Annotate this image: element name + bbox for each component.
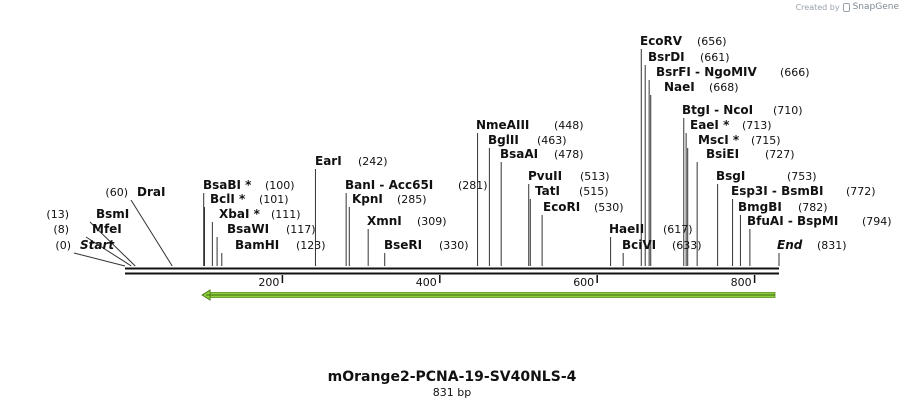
site-position-bglii: (463) bbox=[537, 134, 567, 147]
site-name-bseri: BseRI bbox=[384, 238, 422, 252]
site-name-bsabi: BsaBI * bbox=[203, 178, 252, 192]
site-name-bsiei: BsiEI bbox=[706, 147, 739, 161]
site-position-esp3i-bsmbi: (772) bbox=[846, 185, 876, 198]
site-name-bani-acc65i: BanI - Acc65I bbox=[345, 178, 433, 192]
site-position-eari: (242) bbox=[358, 155, 388, 168]
site-position-bsaai: (478) bbox=[554, 148, 584, 161]
site-name-xmni: XmnI bbox=[367, 214, 402, 228]
site-leader-mfei bbox=[85, 236, 132, 267]
site-name-bsrfi-ngomiv: BsrFI - NgoMIV bbox=[656, 65, 757, 79]
site-name-esp3i-bsmbi: Esp3I - BsmBI bbox=[731, 184, 823, 198]
site-position-btgi-ncoi: (710) bbox=[773, 104, 803, 117]
site-name-bsawi: BsaWI bbox=[227, 222, 269, 236]
sequence-backbone bbox=[125, 267, 779, 275]
site-position-bsrfi-ngomiv: (666) bbox=[780, 66, 810, 79]
site-position-end: (831) bbox=[817, 239, 847, 252]
site-position-haeii: (617) bbox=[663, 223, 693, 236]
site-leader-drai bbox=[130, 199, 173, 267]
site-name-nmeaiii: NmeAIII bbox=[476, 118, 529, 132]
site-position-msci: (715) bbox=[751, 134, 781, 147]
site-name-bfuai-bspmi: BfuAI - BspMI bbox=[747, 214, 838, 228]
site-position-bsmi: (13) bbox=[46, 208, 69, 221]
credit-prefix: Created by bbox=[795, 2, 840, 12]
site-name-naei: NaeI bbox=[664, 80, 695, 94]
site-leader-lines bbox=[73, 49, 780, 267]
site-name-eari: EarI bbox=[315, 154, 342, 168]
credit-brand: SnapGene bbox=[852, 2, 899, 12]
site-name-bcivi: BciVI bbox=[622, 238, 656, 252]
site-name-xbai: XbaI * bbox=[219, 207, 261, 221]
site-position-eaei: (713) bbox=[742, 119, 772, 132]
site-position-bseri: (330) bbox=[439, 239, 469, 252]
site-name-btgi-ncoi: BtgI - NcoI bbox=[682, 103, 753, 117]
site-position-ecori: (530) bbox=[594, 201, 624, 214]
site-name-bsaai: BsaAI bbox=[500, 147, 538, 161]
map-length: 831 bp bbox=[432, 386, 472, 399]
site-position-bcivi: (633) bbox=[672, 239, 702, 252]
site-name-end: End bbox=[777, 238, 803, 252]
site-position-drai: (60) bbox=[105, 186, 128, 199]
snapgene-logo-icon bbox=[842, 2, 850, 12]
site-position-bsiei: (727) bbox=[765, 148, 795, 161]
site-position-nmeaiii: (448) bbox=[554, 119, 584, 132]
site-name-bsgi: BsgI bbox=[716, 169, 745, 183]
site-labels: Start (0) MfeI (8) BsmI (13) DraI (60) BsaBI * (1… bbox=[46, 34, 891, 252]
site-leader-start bbox=[73, 252, 126, 267]
site-name-bmgbi: BmgBI bbox=[738, 200, 782, 214]
site-position-bfuai-bspmi: (794) bbox=[862, 215, 892, 228]
ruler: 200 400 600 800 bbox=[258, 275, 756, 289]
site-name-drai: DraI bbox=[137, 185, 165, 199]
ruler-label-400: 400 bbox=[416, 276, 437, 289]
site-position-pvuii: (513) bbox=[580, 170, 610, 183]
map-title: mOrange2-PCNA-19-SV40NLS-4 bbox=[327, 369, 577, 385]
site-name-mfei: MfeI bbox=[92, 222, 122, 236]
site-name-start: Start bbox=[80, 238, 115, 252]
site-name-tati: TatI bbox=[535, 184, 560, 198]
site-position-kpni: (285) bbox=[397, 193, 427, 206]
ruler-label-200: 200 bbox=[258, 276, 279, 289]
ruler-label-800: 800 bbox=[731, 276, 752, 289]
site-name-kpni: KpnI bbox=[352, 192, 383, 206]
site-position-xmni: (309) bbox=[417, 215, 447, 228]
site-name-bsmi: BsmI bbox=[96, 207, 129, 221]
site-name-bsrdi: BsrDI bbox=[648, 50, 685, 64]
site-position-bsgi: (753) bbox=[787, 170, 817, 183]
site-position-xbai: (111) bbox=[271, 208, 301, 221]
site-position-bcli: (101) bbox=[259, 193, 289, 206]
site-position-bsabi: (100) bbox=[265, 179, 295, 192]
ruler-label-600: 600 bbox=[573, 276, 594, 289]
snapgene-credit: Created by SnapGene bbox=[796, 2, 899, 12]
site-position-bsrdi: (661) bbox=[700, 51, 730, 64]
site-name-msci: MscI * bbox=[698, 133, 740, 147]
site-name-bcli: BclI * bbox=[210, 192, 246, 206]
site-position-bani-acc65i: (281) bbox=[458, 179, 488, 192]
site-name-bamhi: BamHI bbox=[235, 238, 279, 252]
site-position-start: (0) bbox=[55, 239, 71, 252]
site-name-ecori: EcoRI bbox=[543, 200, 580, 214]
site-position-bamhi: (123) bbox=[296, 239, 326, 252]
feature-arrow bbox=[201, 289, 776, 301]
site-position-bsawi: (117) bbox=[286, 223, 316, 236]
site-position-naei: (668) bbox=[709, 81, 739, 94]
site-name-ecorv: EcoRV bbox=[640, 34, 683, 48]
site-name-bglii: BglII bbox=[488, 133, 519, 147]
site-leader-bsmi bbox=[89, 221, 136, 267]
site-position-bmgbi: (782) bbox=[798, 201, 828, 214]
site-position-tati: (515) bbox=[579, 185, 609, 198]
site-position-ecorv: (656) bbox=[697, 35, 727, 48]
site-name-eaei: EaeI * bbox=[690, 118, 730, 132]
site-position-mfei: (8) bbox=[53, 223, 69, 236]
site-name-haeii: HaeII bbox=[609, 222, 644, 236]
site-name-pvuii: PvuII bbox=[528, 169, 562, 183]
